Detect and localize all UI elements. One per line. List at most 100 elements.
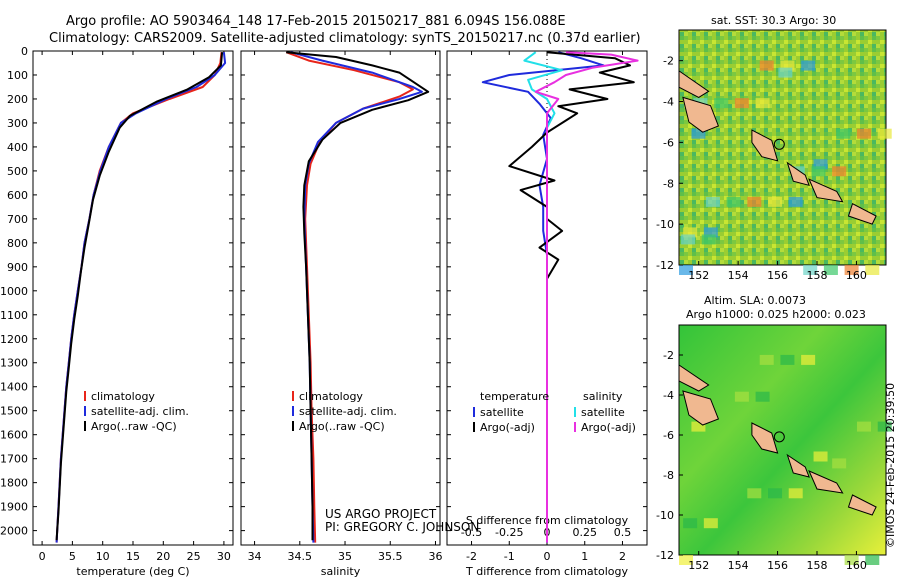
- argo-location-marker: [773, 431, 785, 443]
- map-texture: [801, 354, 816, 365]
- x-tick-label: 5: [69, 550, 76, 563]
- x-axis-label: T difference from climatology: [465, 565, 628, 578]
- depth-tick-label: 600: [7, 189, 28, 202]
- x-tick-label: 10: [96, 550, 110, 563]
- depth-tick-label: 700: [7, 213, 28, 226]
- x-tick-label: 0: [544, 550, 551, 563]
- x-tick-label: 1: [581, 550, 588, 563]
- map-texture: [679, 265, 693, 275]
- map-texture: [747, 196, 762, 207]
- map-x-tick-label: 158: [807, 559, 828, 572]
- legend-label: satellite: [480, 406, 524, 419]
- series-line: [286, 51, 430, 541]
- x-tick-label: 0: [39, 550, 46, 563]
- map-y-tick-label: -12: [656, 549, 674, 562]
- depth-tick-label: 2000: [0, 525, 28, 538]
- legend-label: Argo(..raw -QC): [91, 420, 177, 433]
- depth-tick-label: 1800: [0, 477, 28, 490]
- x-tick-label: 34: [248, 550, 262, 563]
- x-tick-label: 35: [338, 550, 352, 563]
- depth-tick-label: 1400: [0, 381, 28, 394]
- credit-text: ©IMOS 24-Feb-2015 20:39:50: [884, 383, 897, 548]
- series-line: [481, 51, 605, 543]
- map-texture: [759, 354, 774, 365]
- map-x-tick-label: 156: [767, 269, 788, 282]
- legend-label: climatology: [299, 390, 363, 403]
- s-tick-label: 0.5: [614, 526, 632, 539]
- map-y-tick-label: -10: [656, 218, 674, 231]
- map-texture: [780, 60, 795, 71]
- map-x-tick-label: 156: [767, 559, 788, 572]
- series-line: [290, 51, 423, 543]
- depth-tick-label: 500: [7, 165, 28, 178]
- map-x-tick-label: 160: [846, 559, 867, 572]
- sla-map-subtitle: Argo h1000: 0.025 h2000: 0.023: [686, 308, 866, 321]
- map-y-tick-label: -2: [663, 55, 674, 68]
- map-texture: [788, 488, 803, 499]
- x-tick-label: 36: [428, 550, 442, 563]
- map-texture: [683, 518, 698, 529]
- map-y-tick-label: -8: [663, 469, 674, 482]
- map-texture: [832, 458, 847, 469]
- map-texture: [832, 166, 847, 177]
- project-line2: PI: GREGORY C. JOHNSON: [325, 520, 479, 534]
- map-texture: [844, 265, 859, 275]
- island: [682, 390, 720, 426]
- x-tick-label: 2: [619, 550, 626, 563]
- depth-tick-label: 800: [7, 237, 28, 250]
- map-y-tick-label: -2: [663, 349, 674, 362]
- map-texture: [865, 265, 880, 275]
- island: [808, 470, 844, 494]
- series-line: [55, 52, 224, 541]
- map-y-tick-label: -10: [656, 509, 674, 522]
- map-texture: [734, 98, 749, 109]
- depth-tick-label: 200: [7, 93, 28, 106]
- depth-tick-label: 1000: [0, 285, 28, 298]
- map-x-tick-label: 158: [807, 269, 828, 282]
- map-texture: [683, 227, 698, 238]
- x-tick-label: 25: [187, 550, 201, 563]
- island: [751, 422, 779, 454]
- panel-salinity: 34 34.5 35 35.5 36 salinity climatology satelli…: [240, 50, 442, 578]
- legend-label: satellite: [581, 406, 625, 419]
- map-texture: [703, 518, 718, 529]
- x-tick-label: 15: [126, 550, 140, 563]
- map-texture: [714, 98, 729, 109]
- depth-tick-label: 1900: [0, 501, 28, 514]
- x-axis-label: temperature (deg C): [76, 565, 189, 578]
- map-texture: [857, 128, 872, 139]
- map-texture: [865, 555, 880, 565]
- map-texture: [768, 196, 783, 207]
- sla-map-title: Altim. SLA: 0.0073: [704, 294, 806, 307]
- x-tick-label: 30: [217, 550, 231, 563]
- legend-label: satellite-adj. clim.: [91, 405, 189, 418]
- x-tick-label: 34.5: [288, 550, 313, 563]
- map-texture: [811, 166, 826, 177]
- map-texture: [691, 421, 706, 432]
- series-line: [508, 51, 635, 541]
- legend-label: Argo(..raw -QC): [299, 420, 385, 433]
- map-texture: [836, 128, 851, 139]
- map-x-tick-label: 160: [846, 269, 867, 282]
- depth-tick-label: 300: [7, 117, 28, 130]
- series-line: [285, 51, 414, 543]
- map-y-tick-label: -6: [663, 429, 674, 442]
- island: [847, 494, 877, 516]
- map-texture: [813, 159, 828, 170]
- map-x-tick-label: 152: [688, 269, 709, 282]
- map-texture: [703, 227, 718, 238]
- island: [682, 96, 720, 133]
- island: [786, 453, 810, 478]
- depth-tick-label: 100: [7, 69, 28, 82]
- island: [847, 202, 877, 225]
- map-texture: [747, 488, 762, 499]
- series-line: [55, 52, 223, 543]
- map-texture: [823, 265, 838, 275]
- panel-temperature: 0100200300400500600700800900100011001200…: [0, 45, 234, 578]
- map-y-tick-label: -12: [656, 259, 674, 272]
- map-texture: [877, 128, 892, 139]
- map-texture: [780, 354, 795, 365]
- sst-map-title: sat. SST: 30.3 Argo: 30: [711, 14, 836, 27]
- argo-location-marker: [773, 138, 785, 150]
